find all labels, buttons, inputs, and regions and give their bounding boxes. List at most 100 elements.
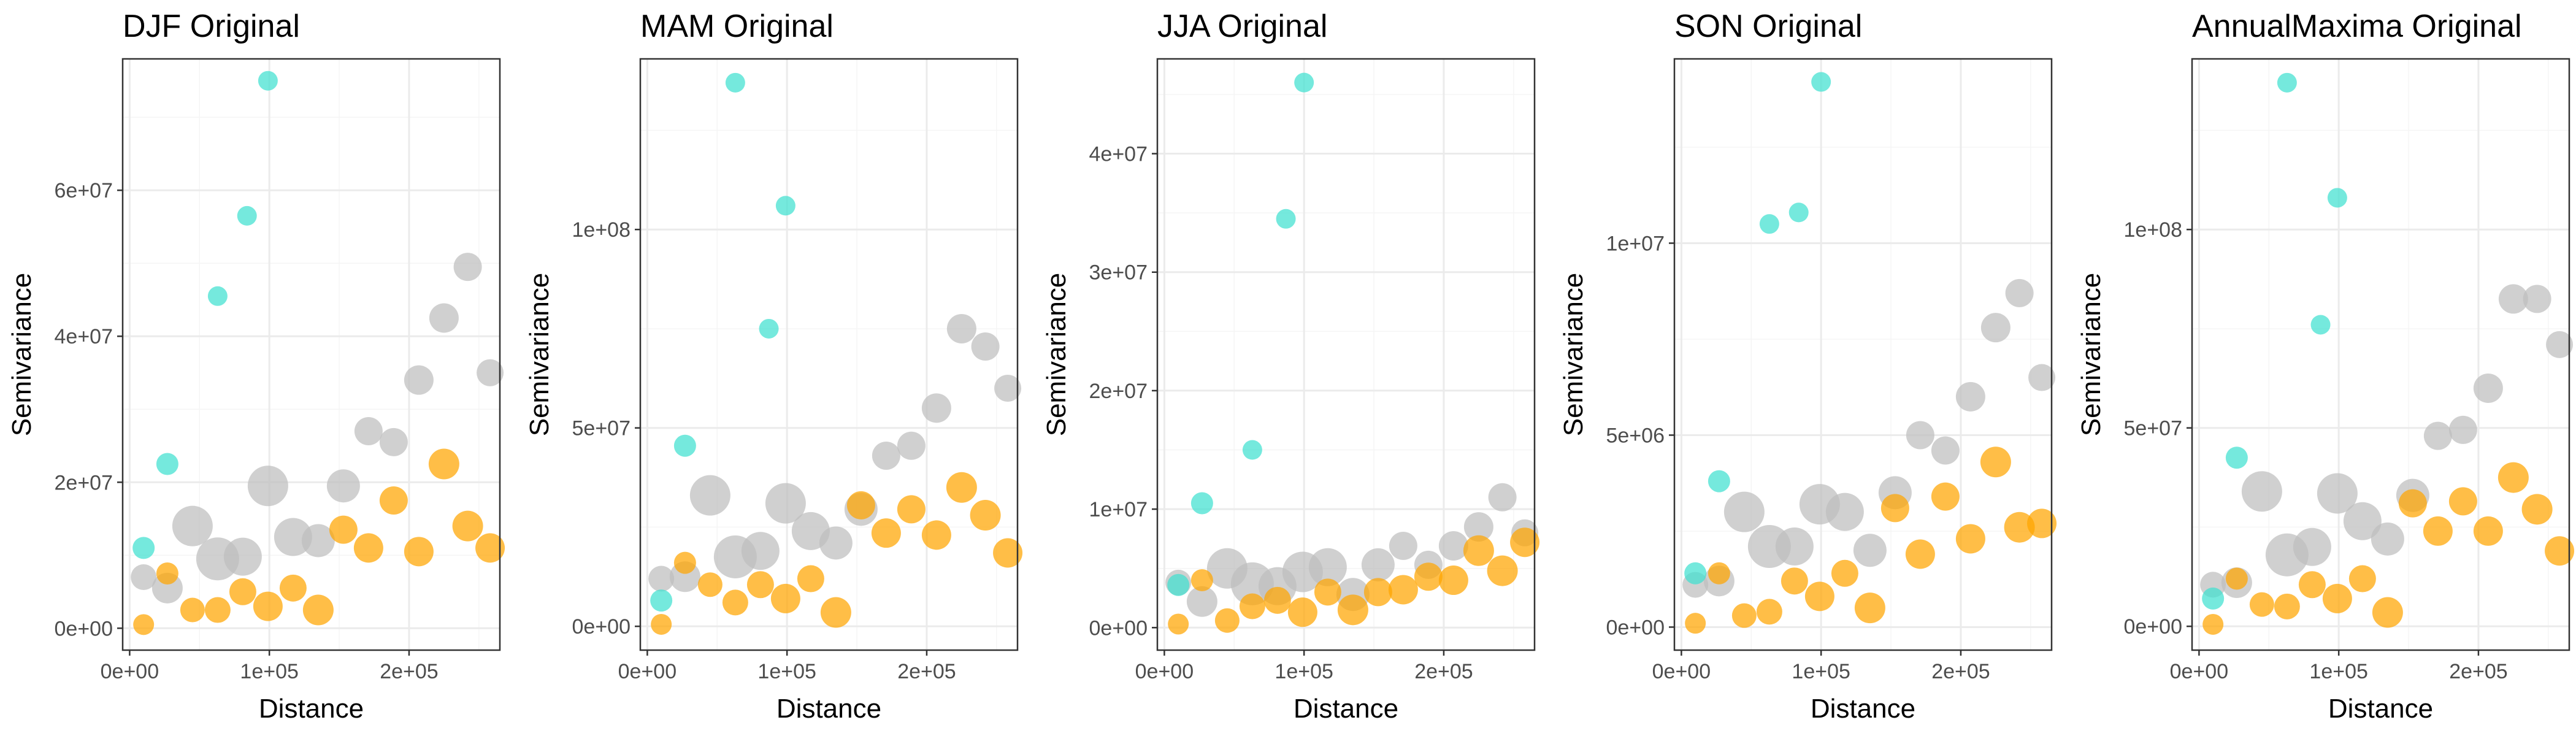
data-point-orange: [970, 500, 1001, 531]
x-tick-label: 2e+05: [2449, 660, 2508, 683]
data-point-orange: [1190, 569, 1213, 592]
chart-title: SON Original: [1674, 9, 1862, 44]
data-point-orange: [379, 486, 408, 515]
data-point-orange: [475, 533, 505, 563]
data-point-orange: [2322, 583, 2352, 613]
data-point-orange: [1487, 555, 1518, 586]
y-tick-label: 5e+07: [572, 417, 631, 440]
data-point-orange: [651, 613, 672, 635]
data-point-orange: [1239, 593, 1265, 619]
data-point-gray: [2423, 421, 2452, 450]
plot-background: [123, 59, 500, 650]
x-tick-label: 1e+05: [1275, 660, 1333, 683]
data-point-orange: [2004, 512, 2035, 543]
data-point-cyan: [1684, 562, 1707, 585]
data-point-cyan: [1788, 202, 1809, 223]
data-point-orange: [697, 572, 723, 597]
data-point-orange: [846, 491, 875, 519]
x-tick-label: 0e+00: [1135, 660, 1194, 683]
y-tick-label: 0e+00: [572, 615, 631, 638]
data-point-gray: [131, 564, 157, 590]
chart-panel-3: 0e+00 1e+05 2e+05 0e+00 1e+07 2e+07 3e+07 4e+07…: [1041, 9, 1540, 724]
data-point-gray: [1825, 493, 1864, 531]
x-axis-title: Distance: [776, 694, 881, 724]
x-tick-label: 0e+00: [2170, 660, 2229, 683]
data-point-orange: [1708, 562, 1730, 585]
data-point-orange: [302, 594, 334, 626]
data-point-orange: [2398, 489, 2427, 518]
chart-title: AnnualMaxima Original: [2192, 9, 2522, 44]
data-point-gray: [2293, 527, 2331, 566]
data-point-cyan: [1276, 209, 1296, 229]
data-point-cyan: [1759, 214, 1779, 234]
data-point-orange: [770, 583, 800, 613]
data-point-orange: [1168, 613, 1189, 635]
data-point-orange: [1804, 581, 1834, 611]
data-point-gray: [477, 359, 504, 386]
data-point-cyan: [2277, 72, 2297, 93]
plot-background: [640, 59, 1018, 650]
y-tick-label: 5e+06: [1606, 424, 1665, 447]
data-point-gray: [2498, 284, 2528, 314]
data-point-orange: [1731, 603, 1757, 628]
data-point-orange: [1880, 494, 1909, 523]
data-point-cyan: [1190, 492, 1213, 515]
data-point-gray: [2005, 278, 2034, 307]
chart-panel-4: 0e+00 1e+05 2e+05 0e+00 5e+06 1e+07 SON Origin…: [1558, 9, 2057, 724]
y-tick-label: 1e+07: [1606, 232, 1665, 255]
y-tick-label: 0e+00: [55, 617, 113, 640]
y-tick-label: 3e+07: [1089, 261, 1148, 285]
data-point-orange: [180, 597, 205, 623]
data-point-orange: [1388, 575, 1418, 605]
y-axis-title: Semivariance: [1041, 273, 1071, 437]
chart-title: JJA Original: [1157, 9, 1327, 44]
data-point-orange: [2545, 536, 2575, 566]
data-point-orange: [133, 614, 155, 635]
data-point-cyan: [2202, 587, 2225, 610]
x-tick-label: 2e+05: [1931, 660, 1990, 683]
data-point-gray: [247, 466, 288, 507]
data-point-gray: [1906, 421, 1934, 450]
data-point-gray: [326, 469, 360, 503]
plot-frame: [1156, 58, 1536, 651]
y-tick-label: 0e+00: [1089, 616, 1148, 640]
x-axis-title: Distance: [259, 694, 364, 724]
y-tick-label: 0e+00: [1606, 616, 1665, 639]
data-point-gray: [172, 505, 213, 546]
data-point-gray: [994, 374, 1022, 402]
x-tick-label: 0e+00: [101, 660, 159, 683]
data-point-orange: [229, 578, 256, 605]
plot-background: [2192, 59, 2569, 650]
data-point-cyan: [2310, 315, 2331, 335]
y-tick-label: 5e+07: [2124, 417, 2183, 440]
data-point-orange: [2448, 487, 2477, 516]
data-point-gray: [1463, 512, 1493, 542]
x-axis-title: Distance: [1294, 694, 1398, 724]
y-axis-title: Semivariance: [7, 273, 37, 437]
data-point-gray: [1955, 381, 1985, 412]
data-point-orange: [2202, 613, 2224, 635]
data-point-orange: [2249, 592, 2274, 617]
data-point-orange: [1414, 562, 1443, 591]
plot-frame: [121, 58, 501, 651]
data-point-orange: [871, 518, 901, 548]
data-point-gray: [872, 441, 900, 470]
data-point-gray: [897, 431, 926, 460]
data-point-cyan: [258, 71, 278, 91]
data-point-orange: [1931, 482, 1960, 511]
data-point-gray: [971, 332, 1000, 361]
data-point-cyan: [1811, 72, 1831, 92]
data-point-gray: [1389, 531, 1417, 560]
data-point-orange: [353, 533, 383, 563]
x-tick-label: 0e+00: [1652, 660, 1711, 683]
data-point-orange: [1314, 578, 1341, 606]
data-point-gray: [819, 526, 853, 560]
data-point-gray: [1775, 527, 1814, 565]
x-axis-title: Distance: [1811, 694, 1915, 724]
x-tick-label: 1e+05: [1792, 660, 1850, 683]
data-point-gray: [921, 393, 951, 423]
data-point-cyan: [1708, 470, 1730, 493]
data-point-orange: [897, 495, 926, 524]
y-tick-label: 1e+07: [1089, 498, 1148, 521]
